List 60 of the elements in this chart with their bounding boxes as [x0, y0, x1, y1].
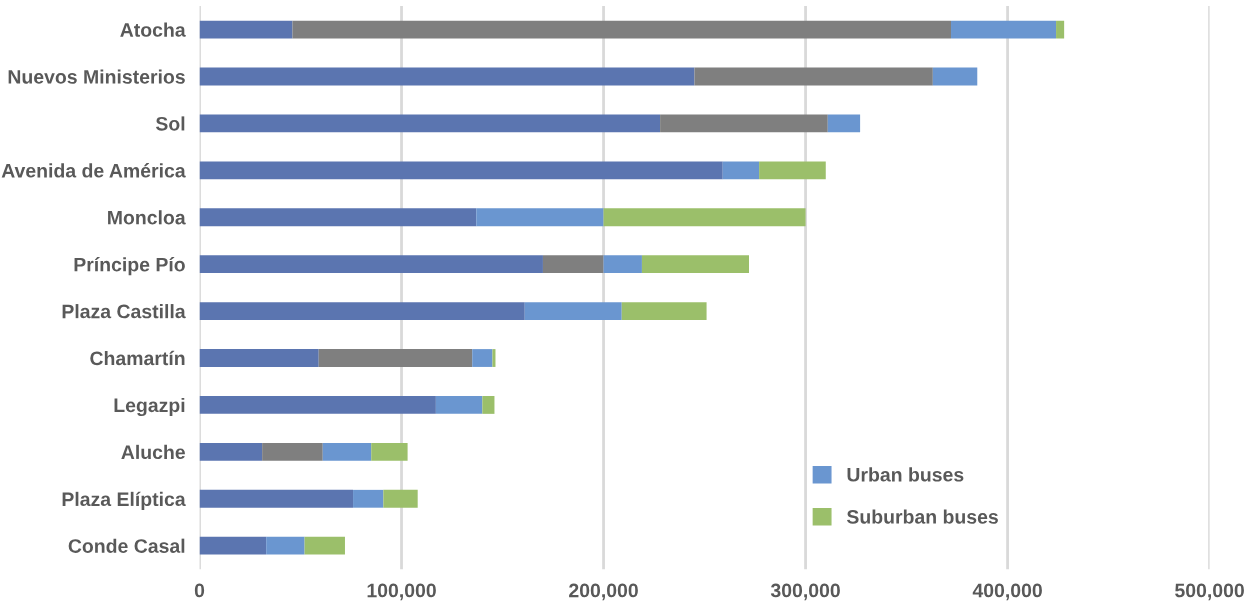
- bar: [199, 489, 354, 508]
- bar: [660, 114, 828, 133]
- y-tick-label: Avenida de América: [1, 163, 186, 178]
- y-tick-label: Legazpi: [114, 397, 185, 417]
- bar: [199, 536, 267, 555]
- bar: [524, 302, 622, 321]
- bar: [199, 396, 436, 414]
- bar: [641, 255, 749, 274]
- y-tick-label: Príncipe Pío: [74, 257, 185, 276]
- bar: [951, 20, 1057, 39]
- legend-label: Suburban buses: [846, 509, 998, 524]
- bar: [199, 349, 319, 367]
- legend-label: Urban buses: [847, 467, 964, 482]
- bar: [1056, 20, 1065, 39]
- x-tick-label: 100,000: [367, 583, 436, 601]
- x-tick-label: 400,000: [972, 583, 1042, 601]
- bar: [262, 442, 323, 461]
- bar: [759, 161, 826, 180]
- y-tick-label: Chamartín: [90, 350, 185, 366]
- bar: [199, 255, 543, 274]
- bar: [371, 442, 408, 461]
- bar: [292, 20, 952, 39]
- bar: [199, 20, 293, 39]
- x-tick-label: 0: [194, 583, 205, 598]
- bar: [199, 161, 723, 180]
- bar: [932, 67, 978, 86]
- y-tick-label: Plaza Elíptica: [62, 491, 186, 510]
- bar: [492, 349, 496, 367]
- bar: [304, 536, 345, 555]
- bar: [199, 67, 695, 86]
- bar: [318, 349, 473, 367]
- x-tick-label: 500,000: [1175, 583, 1244, 601]
- bar: [542, 255, 604, 274]
- bar: [472, 349, 493, 367]
- bar: [694, 67, 933, 86]
- y-tick-label: Nuevos Ministerios: [8, 69, 185, 84]
- y-tick-label: Sol: [155, 116, 185, 131]
- bar: [621, 302, 707, 321]
- x-tick-label: 300,000: [770, 583, 840, 601]
- y-tick-label: Moncloa: [108, 210, 186, 225]
- bar: [603, 255, 642, 274]
- bar: [722, 161, 760, 180]
- bar: [482, 396, 495, 414]
- bar: [199, 208, 477, 227]
- y-tick-label: Plaza Castilla: [62, 304, 186, 319]
- y-tick-label: Conde Casal: [68, 538, 185, 553]
- y-tick-label: Atocha: [120, 22, 186, 37]
- bar: [476, 208, 604, 227]
- bar: [603, 208, 806, 227]
- bar: [199, 442, 263, 461]
- bar: [266, 536, 305, 555]
- bar: [199, 302, 525, 321]
- y-tick-label: Aluche: [121, 444, 185, 460]
- x-tick-label: 200,000: [569, 583, 638, 601]
- bar: [435, 396, 483, 414]
- bar: [199, 114, 661, 133]
- bar: [322, 442, 372, 461]
- bar: [353, 489, 384, 508]
- bar: [383, 489, 418, 508]
- bar: [827, 114, 861, 133]
